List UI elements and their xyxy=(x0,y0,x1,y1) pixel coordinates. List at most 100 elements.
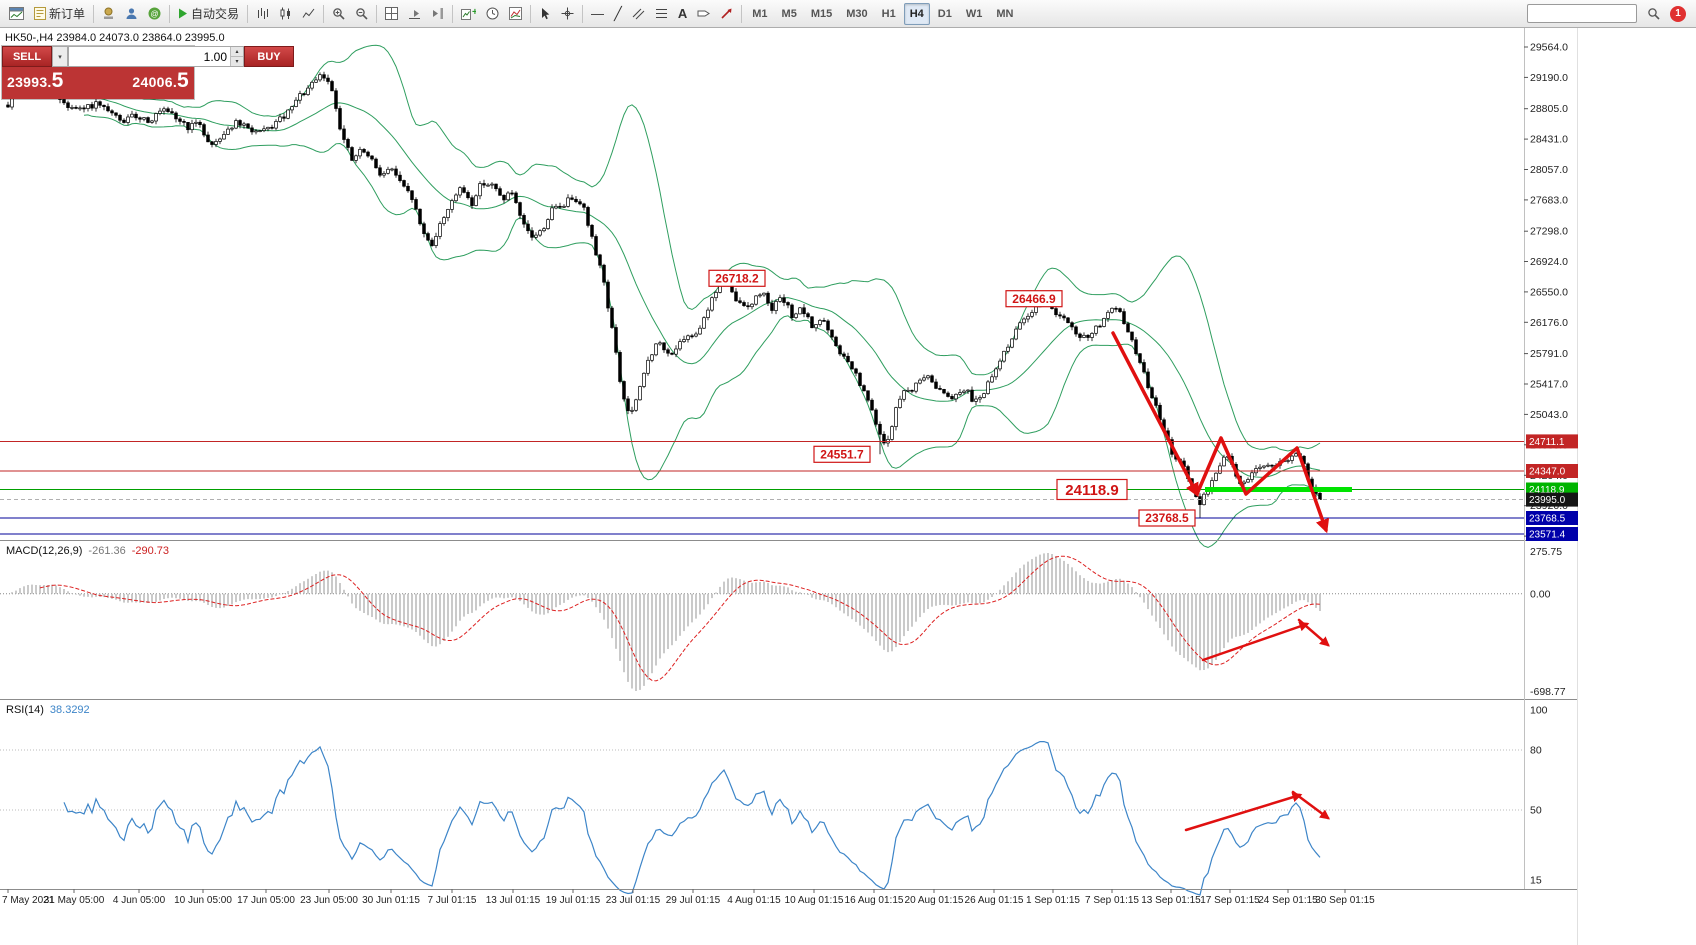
candle-body xyxy=(202,124,206,136)
chart-shift-button[interactable] xyxy=(426,2,449,26)
candle-body xyxy=(642,372,646,387)
trend-arrow[interactable] xyxy=(1297,618,1330,647)
price-callout-box[interactable] xyxy=(1138,509,1196,527)
candle-body xyxy=(130,113,134,118)
line-chart-button[interactable] xyxy=(297,2,320,26)
trend-arrow[interactable] xyxy=(1291,790,1331,820)
channel-button[interactable] xyxy=(627,2,650,26)
axes: 275.75 0.00 -698.77 100 80 50 15 29564.0 29190.0… xyxy=(0,28,1578,945)
trend-arrow[interactable] xyxy=(1184,792,1303,832)
arrow-tool-button[interactable] xyxy=(715,2,738,26)
price-labels[interactable]: 26718.2 26466.9 24551.7 24118.9 23768.5 xyxy=(708,269,1196,527)
label-tool-button[interactable] xyxy=(692,2,715,26)
candle-body xyxy=(586,207,590,226)
price-tag-text: 23768.5 xyxy=(1529,513,1566,524)
auto-trading-button[interactable]: 自动交易 xyxy=(173,3,244,25)
notification-badge[interactable]: 1 xyxy=(1670,5,1686,22)
timeframe-button-w1[interactable]: W1 xyxy=(965,7,983,20)
candle-body xyxy=(450,200,454,210)
price-callout-box[interactable] xyxy=(813,445,871,463)
trend-arrow[interactable] xyxy=(1201,621,1310,662)
candle-body xyxy=(1258,466,1262,469)
trendline-button[interactable]: ╱ xyxy=(614,6,622,21)
price-callout-box[interactable] xyxy=(708,269,766,287)
candle-body xyxy=(786,302,790,306)
sell-button[interactable]: SELL xyxy=(2,46,52,67)
price-tick-label: 25791.0 xyxy=(1530,348,1568,360)
candle-body xyxy=(182,121,186,123)
timeframe-button-h1[interactable]: H1 xyxy=(881,7,896,20)
stepper-up-icon[interactable]: ▴ xyxy=(230,47,243,57)
candle-body xyxy=(578,201,582,205)
candle-body xyxy=(1114,307,1118,310)
candle-body xyxy=(1294,453,1298,457)
bar-chart-button[interactable] xyxy=(251,2,274,26)
crosshair-button[interactable] xyxy=(556,2,579,26)
buy-button[interactable]: BUY xyxy=(244,46,294,67)
stepper-down-icon[interactable]: ▾ xyxy=(230,57,243,66)
candle-body xyxy=(1058,314,1062,317)
search-input[interactable] xyxy=(1527,4,1637,23)
candle-body xyxy=(234,120,238,129)
toolbar-separator xyxy=(169,4,171,23)
time-tick-label: 20 Aug 01:15 xyxy=(905,895,964,906)
timeframe-button-d1[interactable]: D1 xyxy=(937,7,952,20)
candle-body xyxy=(1106,311,1110,319)
timeframe-button-mn[interactable]: MN xyxy=(996,7,1014,20)
buy-price-button[interactable]: 24006.5 xyxy=(132,69,189,92)
community-icon[interactable]: @ xyxy=(143,2,166,26)
new-chart-button[interactable]: + xyxy=(456,2,481,26)
candle-body xyxy=(862,385,866,392)
zoom-out-button[interactable] xyxy=(350,2,373,26)
periodicity-button[interactable] xyxy=(481,2,504,26)
candle-body xyxy=(138,117,142,120)
cursor-button[interactable] xyxy=(534,2,556,26)
candle-body xyxy=(194,121,198,124)
time-tick-label: 4 Aug 01:15 xyxy=(727,895,781,906)
timeframe-button-m1[interactable]: M1 xyxy=(752,7,768,20)
candle-body xyxy=(330,81,334,92)
candle-body xyxy=(1222,456,1226,467)
candle-body xyxy=(990,376,994,383)
chart-window-icon[interactable] xyxy=(4,2,29,26)
candle-body xyxy=(338,108,342,130)
fibonacci-button[interactable] xyxy=(650,2,673,26)
trend-arrow[interactable] xyxy=(1195,436,1330,534)
timeframe-button-h4[interactable]: H4 xyxy=(903,2,930,25)
profile-icon[interactable] xyxy=(120,2,143,26)
one-click-trading-panel: SELL ▾ ▴ ▾ BUY 23993.5 24006.5 xyxy=(2,46,294,99)
price-tick-label: 27683.0 xyxy=(1530,194,1568,206)
timeframe-button-m15[interactable]: M15 xyxy=(810,7,833,20)
candle-body xyxy=(402,180,406,187)
bollinger-band xyxy=(83,114,1321,548)
auto-scroll-button[interactable] xyxy=(403,2,426,26)
candle-body xyxy=(866,390,870,401)
text-tool-button[interactable]: A xyxy=(677,6,688,21)
candle-body xyxy=(738,300,742,303)
candle-body xyxy=(334,90,338,109)
candle-body xyxy=(350,147,354,161)
price-callout-box[interactable] xyxy=(1056,478,1128,501)
price-tag-text: 24347.0 xyxy=(1529,466,1566,477)
price-callout-box[interactable] xyxy=(1005,290,1063,308)
candlestick-button[interactable] xyxy=(274,2,297,26)
search-icon[interactable] xyxy=(1642,2,1665,26)
candle-body xyxy=(1250,472,1254,480)
tile-windows-button[interactable] xyxy=(380,2,403,26)
order-type-dropdown[interactable]: ▾ xyxy=(52,46,68,67)
trend-arrows[interactable] xyxy=(1111,331,1331,832)
volume-input[interactable] xyxy=(69,47,230,66)
stamp-icon[interactable] xyxy=(97,2,120,26)
indicators-button[interactable] xyxy=(504,2,527,26)
candle-body xyxy=(1098,325,1102,328)
timeframe-button-m5[interactable]: M5 xyxy=(781,7,797,20)
horizontal-line-button[interactable]: — xyxy=(591,6,605,21)
trend-arrow[interactable] xyxy=(1111,331,1199,498)
timeframe-button-m30[interactable]: M30 xyxy=(846,7,868,20)
candle-body xyxy=(246,123,250,129)
sell-price-button[interactable]: 23993.5 xyxy=(7,69,64,92)
zoom-in-button[interactable] xyxy=(327,2,350,26)
new-order-button[interactable]: 新订单 xyxy=(29,3,90,25)
